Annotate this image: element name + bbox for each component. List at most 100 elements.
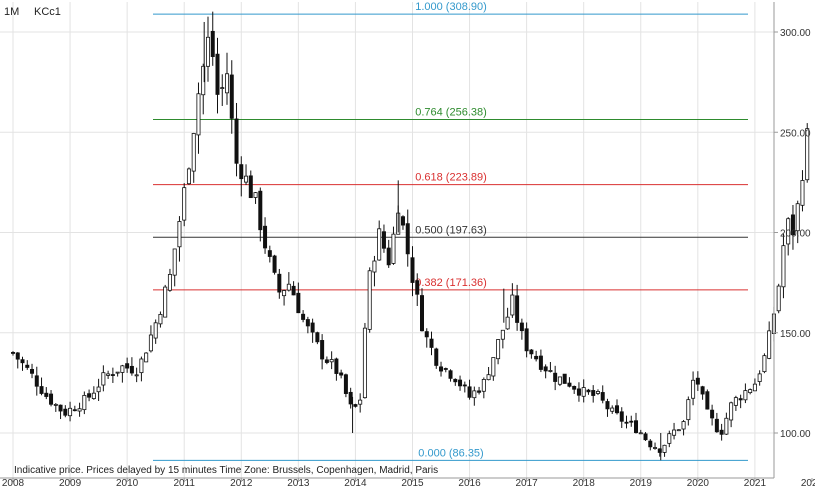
candle-body (386, 247, 391, 266)
symbol-label[interactable]: KCc1 (34, 6, 61, 18)
candle-body (467, 386, 472, 398)
candle-body (82, 395, 87, 411)
candle-body (358, 399, 363, 405)
candle-body (486, 374, 491, 381)
candle-body (77, 408, 82, 412)
candle-body (790, 214, 795, 236)
candle-body (96, 386, 101, 393)
candle-body (534, 355, 539, 360)
candle-body (177, 221, 182, 248)
x-tick-label: 2009 (59, 478, 82, 489)
fib-level-label: 0.618 (223.89) (415, 172, 487, 184)
candle-body (714, 418, 719, 433)
candle-body (738, 398, 743, 401)
candle-body (196, 93, 201, 136)
candle-body (500, 329, 505, 340)
candle-body (148, 334, 153, 352)
fib-level-label: 0.500 (197.63) (415, 224, 487, 236)
candle-body (144, 352, 149, 363)
candle-body (548, 370, 553, 372)
y-tick-label: 300.00 (780, 28, 811, 39)
x-tick-label: 2015 (401, 478, 424, 489)
candles-layer (10, 11, 810, 461)
candle-body (629, 420, 634, 423)
candle-body (686, 399, 691, 421)
candle-body (229, 74, 234, 119)
candle-body (158, 313, 163, 325)
candle-body (710, 409, 715, 419)
timeframe-label[interactable]: 1M (4, 6, 19, 18)
candle-body (91, 392, 96, 399)
candle-body (253, 192, 258, 198)
candle-body (153, 322, 158, 339)
candle-body (234, 118, 239, 164)
candle-body (324, 359, 329, 363)
candle-body (472, 390, 477, 399)
candle-body (296, 292, 301, 314)
candle-body (101, 372, 106, 386)
candle-body (10, 352, 15, 354)
candle-body (282, 290, 287, 297)
candle-body (424, 331, 429, 338)
candle-body (215, 53, 220, 95)
candle-body (367, 270, 372, 330)
candle-body (439, 366, 444, 372)
candle-body (372, 260, 377, 273)
fibonacci-levels: 1.000 (308.90) 0.764 (256.38) 0.618 (223.8… (153, 1, 748, 461)
candle-body (662, 444, 667, 453)
candle-body (595, 391, 600, 394)
y-tick-label: 200.00 (780, 229, 811, 240)
candle-body (462, 384, 467, 387)
candle-body (58, 404, 63, 412)
candle-body (743, 390, 748, 401)
fib-level-label: 1.000 (308.90) (415, 1, 487, 13)
candle-body (267, 250, 272, 257)
candle-body (20, 359, 25, 364)
candle-body (277, 273, 282, 293)
candle-body (315, 332, 320, 343)
candle-body (529, 349, 534, 355)
candle-body (381, 231, 386, 249)
candle-body (272, 255, 277, 273)
candle-body (538, 355, 543, 370)
candle-body (34, 375, 39, 387)
x-tick-label: 2010 (116, 478, 139, 489)
candle-body (205, 36, 210, 67)
candle-body (672, 429, 677, 436)
candle-body (210, 30, 215, 57)
candle-body (619, 411, 624, 422)
candle-body (624, 421, 629, 424)
candle-body (748, 389, 753, 394)
candle-body (805, 128, 810, 181)
fib-level-label: 0.764 (256.38) (415, 106, 487, 118)
candle-body (515, 295, 520, 323)
candle-body (614, 405, 619, 414)
x-tick-label: 2017 (516, 478, 539, 489)
candle-body (53, 403, 58, 406)
candle-body (49, 393, 54, 405)
candle-body (453, 378, 458, 383)
candle-body (510, 294, 515, 316)
candle-body (576, 388, 581, 396)
candle-body (434, 348, 439, 366)
candle-body (572, 386, 577, 390)
candle-body (767, 330, 772, 359)
candle-body (567, 382, 572, 387)
candle-body (691, 379, 696, 399)
candle-body (329, 359, 334, 363)
x-tick-label: 2022 (801, 478, 815, 489)
candle-body (225, 73, 230, 94)
candle-body (429, 338, 434, 348)
candle-body (496, 339, 501, 360)
candle-body (667, 433, 672, 444)
candle-body (44, 392, 49, 397)
candle-body (377, 228, 382, 261)
candle-body (68, 407, 73, 417)
candle-body (719, 429, 724, 435)
candle-body (286, 283, 291, 291)
candle-body (700, 386, 705, 395)
candle-body (239, 164, 244, 180)
candle-body (186, 168, 191, 185)
y-tick-label: 250.00 (780, 128, 811, 139)
